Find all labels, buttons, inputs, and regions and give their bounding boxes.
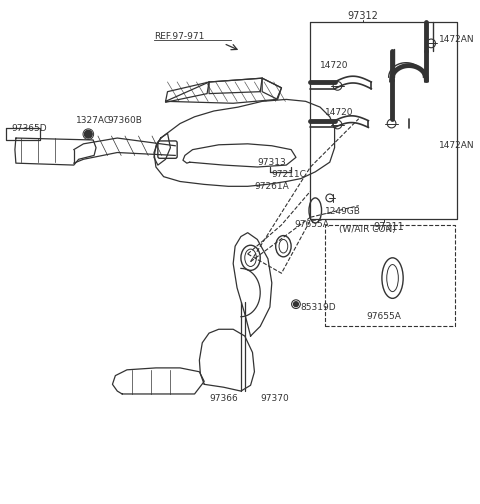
Text: 97313: 97313 — [257, 158, 286, 167]
Text: 14720: 14720 — [325, 108, 353, 117]
Text: 1327AC: 1327AC — [76, 116, 111, 125]
Text: 97311: 97311 — [373, 222, 404, 232]
Text: 97655A: 97655A — [294, 220, 329, 229]
Text: 97370: 97370 — [260, 394, 289, 403]
Circle shape — [84, 131, 92, 138]
Text: 1249GB: 1249GB — [325, 207, 361, 216]
Text: 1472AN: 1472AN — [439, 35, 475, 44]
Text: 97312: 97312 — [347, 12, 378, 21]
Text: 97366: 97366 — [209, 394, 238, 403]
Text: 97211C: 97211C — [272, 170, 307, 179]
Text: 97655A: 97655A — [366, 312, 401, 321]
Text: 97360B: 97360B — [108, 116, 143, 125]
Text: 97261A: 97261A — [254, 182, 289, 191]
Text: 14720: 14720 — [320, 61, 348, 70]
Circle shape — [294, 302, 299, 306]
Text: 97365D: 97365D — [11, 124, 47, 133]
Text: REF.97-971: REF.97-971 — [154, 32, 204, 41]
Text: 1472AN: 1472AN — [439, 141, 475, 150]
Text: (W/AIR CON): (W/AIR CON) — [339, 225, 396, 234]
Text: 85319D: 85319D — [301, 302, 336, 311]
